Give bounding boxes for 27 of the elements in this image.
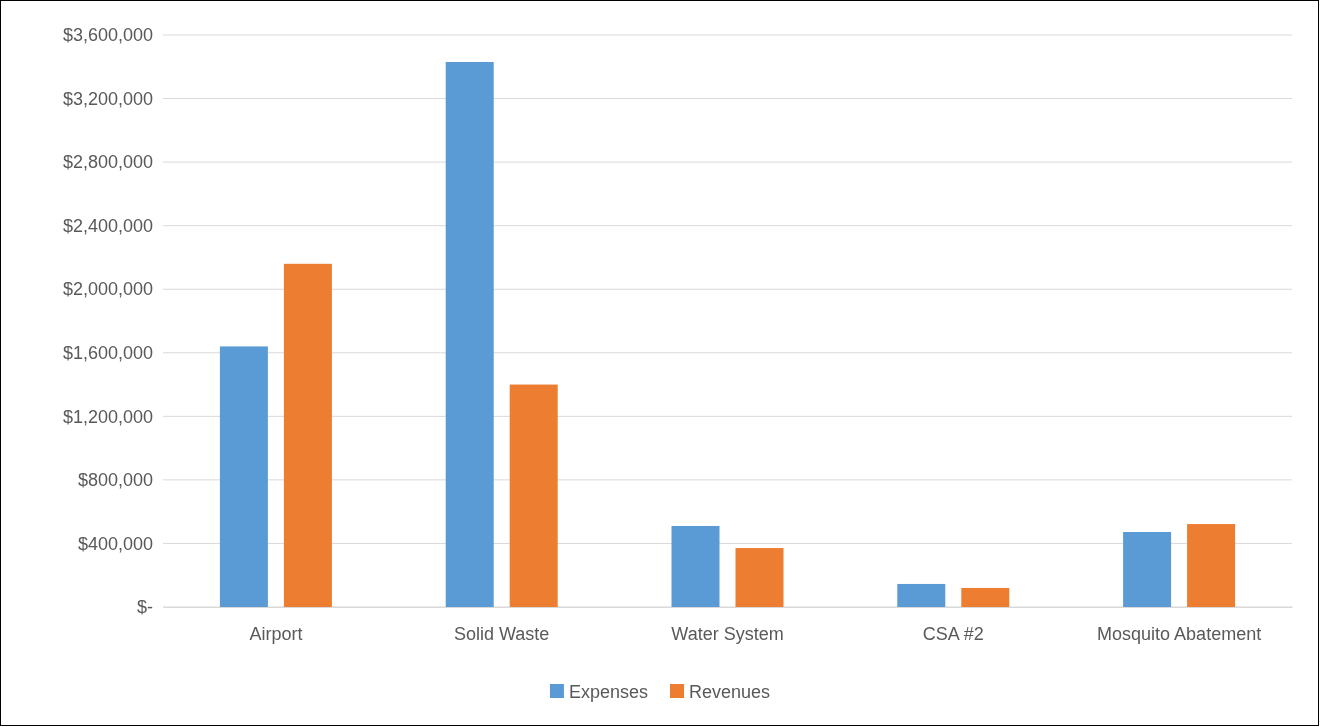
bar: [961, 587, 1010, 607]
bar: [219, 346, 268, 607]
legend-label: Expenses: [568, 682, 648, 702]
y-tick-label: $-: [136, 597, 153, 618]
bar: [283, 263, 332, 607]
y-tick-label: $400,000: [77, 533, 153, 554]
y-tick-label: $2,400,000: [62, 215, 153, 236]
bar: [897, 583, 946, 607]
bar: [671, 525, 720, 607]
y-tick-label: $2,000,000: [62, 279, 153, 300]
y-tick-label: $2,800,000: [62, 152, 153, 173]
bar: [1123, 532, 1172, 607]
y-tick-label: $1,600,000: [62, 343, 153, 364]
y-tick-label: $1,200,000: [62, 406, 153, 427]
legend-label: Revenues: [689, 682, 771, 702]
x-tick-label: Airport: [249, 623, 303, 644]
y-tick-label: $3,200,000: [62, 88, 153, 109]
x-tick-label: Solid Waste: [454, 623, 550, 644]
bar: [445, 62, 494, 607]
x-tick-label: Mosquito Abatement: [1097, 623, 1262, 644]
bar: [1187, 524, 1236, 607]
bar: [509, 384, 558, 607]
x-tick-label: Water System: [671, 623, 784, 644]
y-tick-label: $800,000: [77, 470, 153, 491]
y-tick-label: $3,600,000: [62, 25, 153, 46]
x-tick-label: CSA #2: [922, 623, 984, 644]
bar: [735, 548, 784, 607]
